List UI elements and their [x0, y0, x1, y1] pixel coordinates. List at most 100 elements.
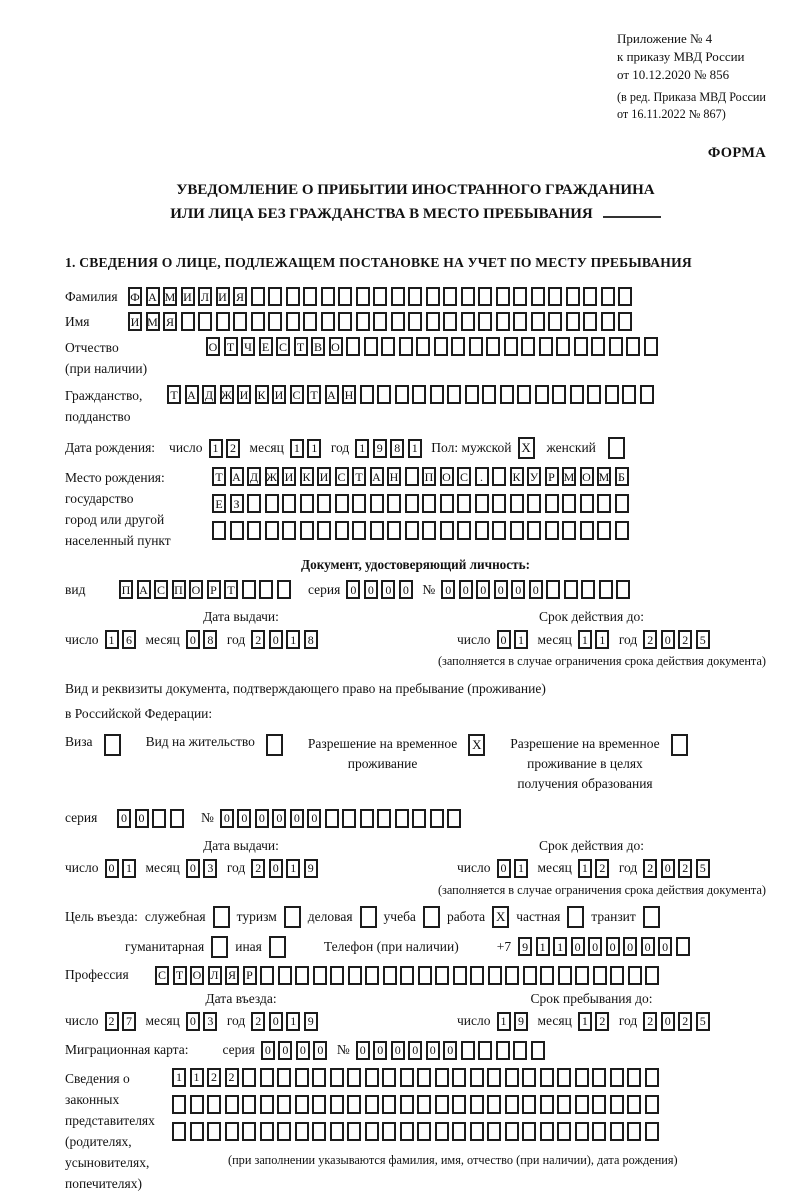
form-cell[interactable]: 0: [363, 580, 378, 600]
form-cell[interactable]: [616, 580, 631, 600]
form-cell[interactable]: [509, 521, 524, 541]
form-cell[interactable]: [478, 1040, 493, 1060]
form-cell[interactable]: [447, 808, 462, 828]
form-cell[interactable]: 2: [595, 858, 610, 878]
form-cell[interactable]: [329, 1094, 344, 1114]
form-cell[interactable]: [644, 1121, 659, 1141]
form-cell[interactable]: 1: [286, 630, 301, 650]
form-cell[interactable]: Л: [198, 287, 212, 307]
form-cell[interactable]: 2: [104, 1011, 119, 1031]
form-cell[interactable]: 0: [355, 1040, 370, 1060]
form-cell[interactable]: Т: [167, 385, 181, 405]
form-cell[interactable]: [334, 521, 349, 541]
form-cell[interactable]: [443, 312, 457, 332]
form-cell[interactable]: [469, 1067, 484, 1087]
form-cell[interactable]: [247, 494, 261, 514]
form-cell[interactable]: [355, 312, 370, 332]
form-cell[interactable]: 0: [443, 1040, 458, 1060]
form-cell[interactable]: [583, 312, 597, 332]
form-cell[interactable]: [347, 1121, 361, 1141]
form-cell[interactable]: [259, 1094, 274, 1114]
form-cell[interactable]: С: [457, 467, 471, 487]
form-cell[interactable]: [259, 1121, 274, 1141]
form-cell[interactable]: И: [215, 287, 230, 307]
form-cell[interactable]: [404, 494, 419, 514]
form-cell[interactable]: [282, 521, 296, 541]
form-cell[interactable]: [591, 337, 605, 357]
form-cell[interactable]: С: [154, 580, 168, 600]
form-cell[interactable]: [359, 808, 374, 828]
form-cell[interactable]: Т: [172, 965, 187, 985]
form-cell[interactable]: О: [579, 467, 594, 487]
form-cell[interactable]: М: [562, 467, 576, 487]
form-cell[interactable]: [464, 385, 479, 405]
form-cell[interactable]: С: [155, 965, 169, 985]
form-cell[interactable]: [492, 494, 506, 514]
form-cell[interactable]: [548, 312, 562, 332]
form-cell[interactable]: 0: [272, 808, 287, 828]
form-cell[interactable]: [172, 1121, 186, 1141]
form-cell[interactable]: [627, 965, 642, 985]
form-cell[interactable]: [565, 287, 580, 307]
form-cell[interactable]: [460, 312, 475, 332]
form-cell[interactable]: [517, 385, 531, 405]
form-cell[interactable]: [312, 965, 327, 985]
form-cell[interactable]: 2: [251, 858, 266, 878]
form-cell[interactable]: 9: [303, 858, 318, 878]
form-cell[interactable]: [592, 1121, 606, 1141]
form-cell[interactable]: [587, 385, 601, 405]
form-cell[interactable]: [539, 1067, 554, 1087]
form-cell[interactable]: 2: [595, 1011, 610, 1031]
form-cell[interactable]: [324, 808, 339, 828]
form-cell[interactable]: [408, 312, 422, 332]
form-cell[interactable]: [575, 965, 589, 985]
form-cell[interactable]: [417, 1121, 431, 1141]
form-cell[interactable]: 0: [398, 580, 413, 600]
form-cell[interactable]: 2: [207, 1067, 221, 1087]
form-cell[interactable]: 1: [104, 630, 119, 650]
form-cell[interactable]: [347, 1094, 361, 1114]
form-cell[interactable]: О: [328, 337, 343, 357]
form-cell[interactable]: [434, 1094, 449, 1114]
form-cell[interactable]: [530, 1040, 545, 1060]
form-cell[interactable]: [399, 1067, 414, 1087]
form-cell[interactable]: [492, 521, 506, 541]
form-cell[interactable]: [365, 965, 379, 985]
form-cell[interactable]: 2: [251, 1011, 266, 1031]
form-cell[interactable]: [412, 808, 427, 828]
form-cell[interactable]: [548, 287, 562, 307]
form-cell[interactable]: 0: [660, 630, 675, 650]
form-cell[interactable]: [557, 1121, 571, 1141]
form-cell[interactable]: [604, 385, 619, 405]
form-cell[interactable]: [416, 337, 430, 357]
form-cell[interactable]: 0: [408, 1040, 423, 1060]
form-cell[interactable]: [562, 521, 576, 541]
form-cell[interactable]: 3: [203, 1011, 218, 1031]
form-cell[interactable]: [557, 1094, 571, 1114]
form-cell[interactable]: 9: [514, 1011, 528, 1031]
form-cell[interactable]: Р: [206, 580, 221, 600]
form-cell[interactable]: [434, 1067, 449, 1087]
form-cell[interactable]: К: [299, 467, 314, 487]
form-cell[interactable]: 1: [577, 630, 592, 650]
form-cell[interactable]: Т: [293, 337, 308, 357]
form-cell[interactable]: 0: [346, 580, 361, 600]
purpose-humanitarian-checkbox[interactable]: [211, 935, 229, 958]
form-cell[interactable]: [468, 337, 483, 357]
form-cell[interactable]: [469, 1121, 484, 1141]
form-cell[interactable]: [530, 287, 545, 307]
form-cell[interactable]: [447, 385, 461, 405]
form-cell[interactable]: [504, 1067, 519, 1087]
form-cell[interactable]: [592, 965, 607, 985]
form-cell[interactable]: [505, 965, 519, 985]
form-cell[interactable]: [618, 287, 632, 307]
form-cell[interactable]: [277, 1094, 291, 1114]
form-cell[interactable]: [452, 965, 467, 985]
form-cell[interactable]: [478, 287, 492, 307]
form-cell[interactable]: [562, 494, 576, 514]
form-cell[interactable]: [433, 337, 448, 357]
form-cell[interactable]: [399, 1121, 414, 1141]
form-cell[interactable]: [355, 287, 370, 307]
form-cell[interactable]: [250, 312, 265, 332]
form-cell[interactable]: З: [229, 494, 244, 514]
